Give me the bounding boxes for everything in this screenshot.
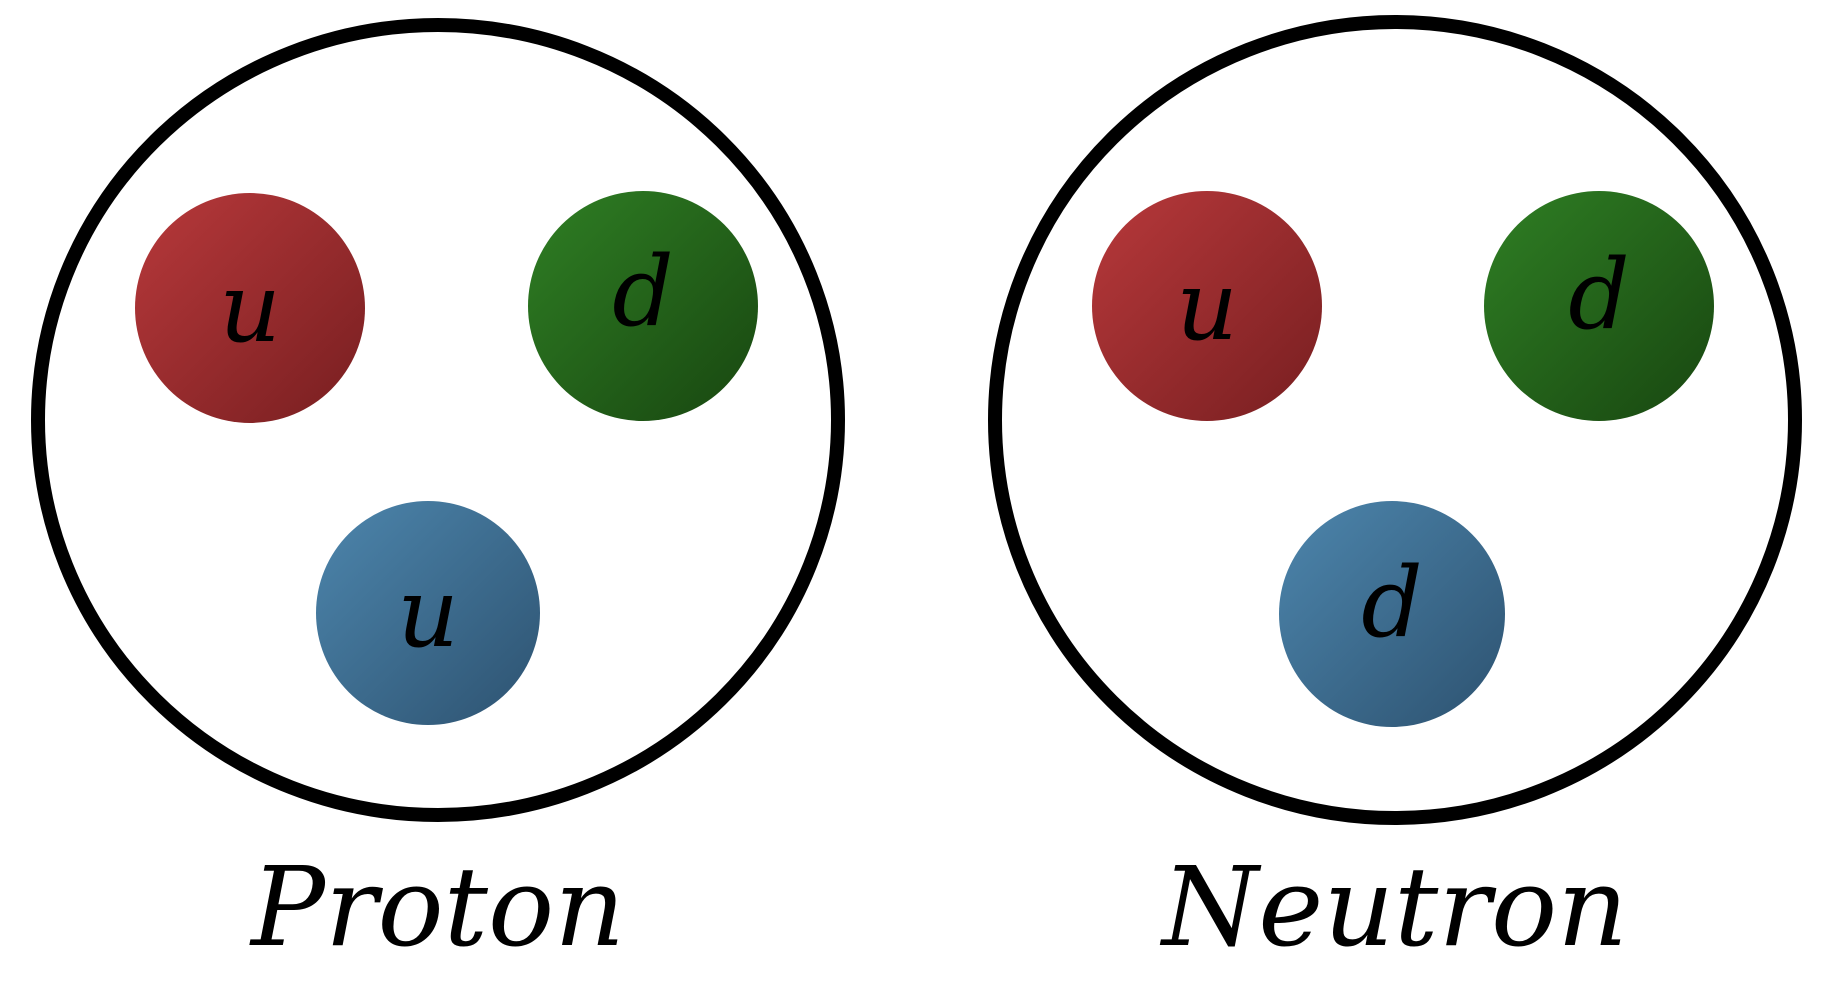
proton-boundary-circle [31,18,845,822]
proton-quark-2: d [528,191,758,421]
proton-label: Proton [249,843,625,971]
neutron-label: Neutron [1159,843,1628,971]
proton-quark-1: u [135,193,365,423]
quark-circle-blue [1279,501,1505,727]
quark-label: d [1568,239,1629,351]
neutron-quark-1: u [1092,191,1322,421]
neutron-quark-2: d [1484,191,1714,421]
quark-label: d [612,236,673,348]
quark-label: d [1361,547,1422,659]
proton-quark-3: u [316,501,540,725]
quark-circle-red [1092,191,1322,421]
quark-label: u [219,252,281,364]
neutron-group: u d d Neutron [988,15,1802,971]
quark-label: u [1176,250,1238,362]
neutron-quark-3: d [1279,501,1505,727]
quark-circle-green [528,191,758,421]
quark-label: u [397,557,459,669]
quark-circle-blue [316,501,540,725]
quark-circle-red [135,193,365,423]
proton-group: u d u Proton [31,18,845,971]
neutron-boundary-circle [988,15,1802,825]
quark-circle-green [1484,191,1714,421]
